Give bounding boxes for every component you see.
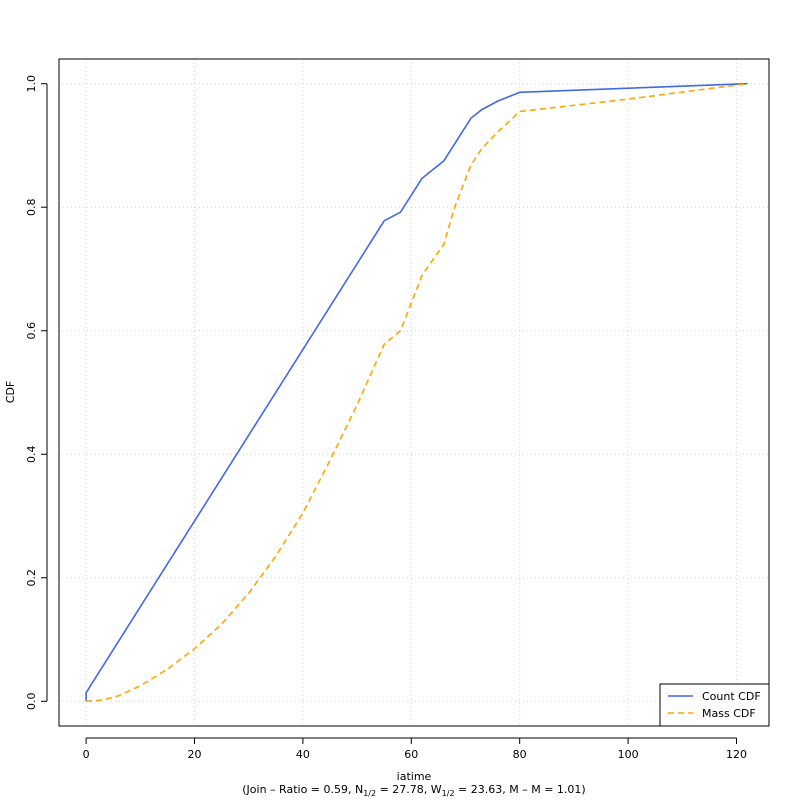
y-tick-label: 0.4: [25, 446, 38, 464]
x-tick-label: 20: [187, 748, 201, 761]
y-axis: 0.0 0.2 0.4 0.6 0.8 1.0: [25, 75, 48, 711]
x-axis: 0 20 40 60 80 100 120: [83, 737, 747, 761]
series-layer: [85, 82, 748, 703]
y-axis-title: CDF: [4, 381, 17, 403]
x-tick-label: 80: [513, 748, 527, 761]
x-tick-label: 60: [404, 748, 418, 761]
chart-subtitle: (Join – Ratio = 0.59, N1/2 = 27.78, W1/2…: [242, 783, 585, 798]
legend-box: [659, 683, 770, 727]
grid: [59, 59, 769, 726]
subtitle-suffix: = 23.63, M – M = 1.01): [455, 783, 586, 796]
legend-label: Count CDF: [702, 690, 761, 703]
x-tick-label: 100: [618, 748, 639, 761]
legend-label: Mass CDF: [702, 707, 756, 720]
x-tick-label: 0: [83, 748, 90, 761]
y-tick-label: 1.0: [25, 75, 38, 93]
series-line-count-cdf: [85, 82, 748, 702]
subtitle-prefix: (Join – Ratio = 0.59, N: [242, 783, 363, 796]
series-line-mass-cdf: [86, 82, 748, 703]
subtitle-mid: = 27.78, W: [376, 783, 442, 796]
subtitle-w-subscript: 1/2: [442, 789, 455, 798]
x-tick-label: 120: [726, 748, 747, 761]
x-tick-label: 40: [296, 748, 310, 761]
y-tick-label: 0.6: [25, 322, 38, 340]
y-tick-label: 0.2: [25, 569, 38, 587]
legend: Count CDF Mass CDF: [659, 683, 770, 727]
subtitle-n-subscript: 1/2: [363, 789, 376, 798]
y-tick-label: 0.8: [25, 198, 38, 216]
plot-frame: [58, 58, 770, 727]
x-axis-title: iatime: [397, 770, 432, 783]
y-tick-label: 0.0: [25, 693, 38, 711]
